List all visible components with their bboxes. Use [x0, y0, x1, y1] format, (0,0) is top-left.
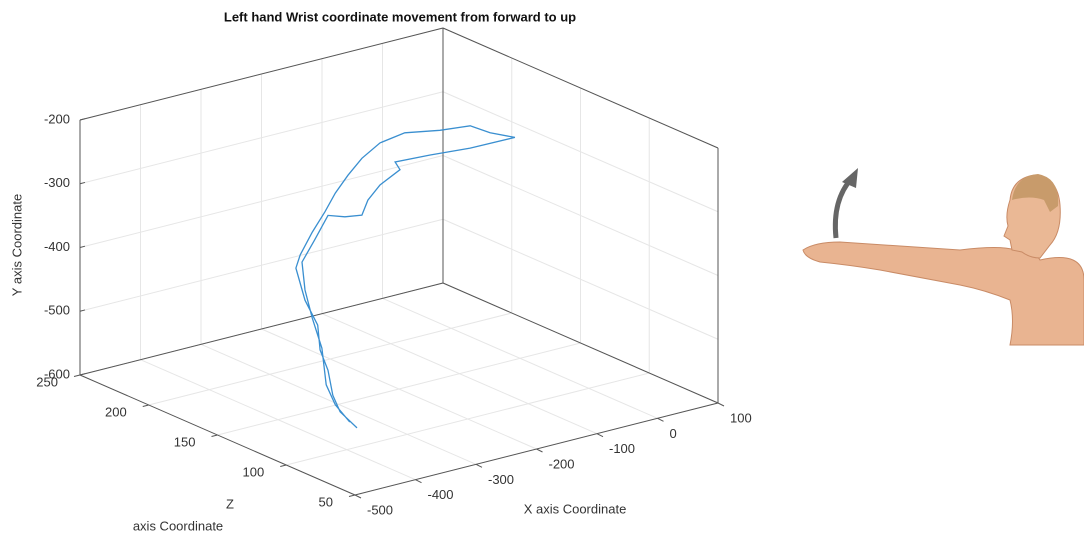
tick-mark [212, 435, 218, 437]
grid-line [149, 313, 512, 405]
z-tick-label: 50 [319, 494, 333, 509]
x-tick-label: -200 [549, 456, 575, 471]
y-tick-label: -300 [44, 175, 70, 190]
z-tick-label: 100 [243, 464, 265, 479]
x-tick-label: -100 [609, 441, 635, 456]
x-tick-label: 100 [730, 410, 752, 425]
tick-mark [80, 310, 85, 311]
tick-mark [718, 403, 724, 406]
tick-mark [476, 464, 482, 467]
tick-mark [74, 375, 80, 377]
y-axis-label: Y axis Coordinate [9, 194, 24, 296]
z-axis-label: Z [226, 496, 234, 511]
tick-mark [416, 480, 422, 483]
tick-mark [80, 246, 85, 247]
z-tick-label: 200 [105, 404, 127, 419]
x-tick-label: 0 [670, 426, 677, 441]
tick-mark [537, 449, 543, 452]
x-tick-label: -500 [367, 502, 393, 517]
tick-mark [355, 495, 361, 498]
arm [803, 242, 1084, 345]
z-axis-label: axis Coordinate [133, 518, 223, 533]
tick-mark [658, 418, 664, 421]
y-tick-label: -500 [44, 303, 70, 318]
grid-line [286, 373, 649, 465]
z-tick-label: 250 [36, 374, 58, 389]
tick-mark [597, 434, 603, 437]
tick-mark [80, 182, 85, 183]
z-tick-label: 150 [174, 434, 196, 449]
x-axis-label: X axis Coordinate [524, 501, 627, 516]
tick-mark [280, 465, 286, 467]
y-tick-label: -200 [44, 111, 70, 126]
tick-mark [143, 405, 149, 407]
arm-illustration [803, 168, 1084, 345]
x-tick-label: -400 [428, 487, 454, 502]
data-line [296, 126, 515, 428]
grid-line [218, 343, 581, 435]
page: {"chart_data": {"type": "line3d", "title… [0, 0, 1084, 541]
y-tick-label: -400 [44, 239, 70, 254]
chart-title: Left hand Wrist coordinate movement from… [224, 9, 576, 24]
tick-mark [349, 495, 355, 497]
motion-arrow [835, 178, 852, 238]
tick-mark [80, 374, 85, 375]
tick-mark [80, 119, 85, 120]
x-tick-label: -300 [488, 472, 514, 487]
chart: Left hand Wrist coordinate movement from… [0, 0, 1084, 536]
